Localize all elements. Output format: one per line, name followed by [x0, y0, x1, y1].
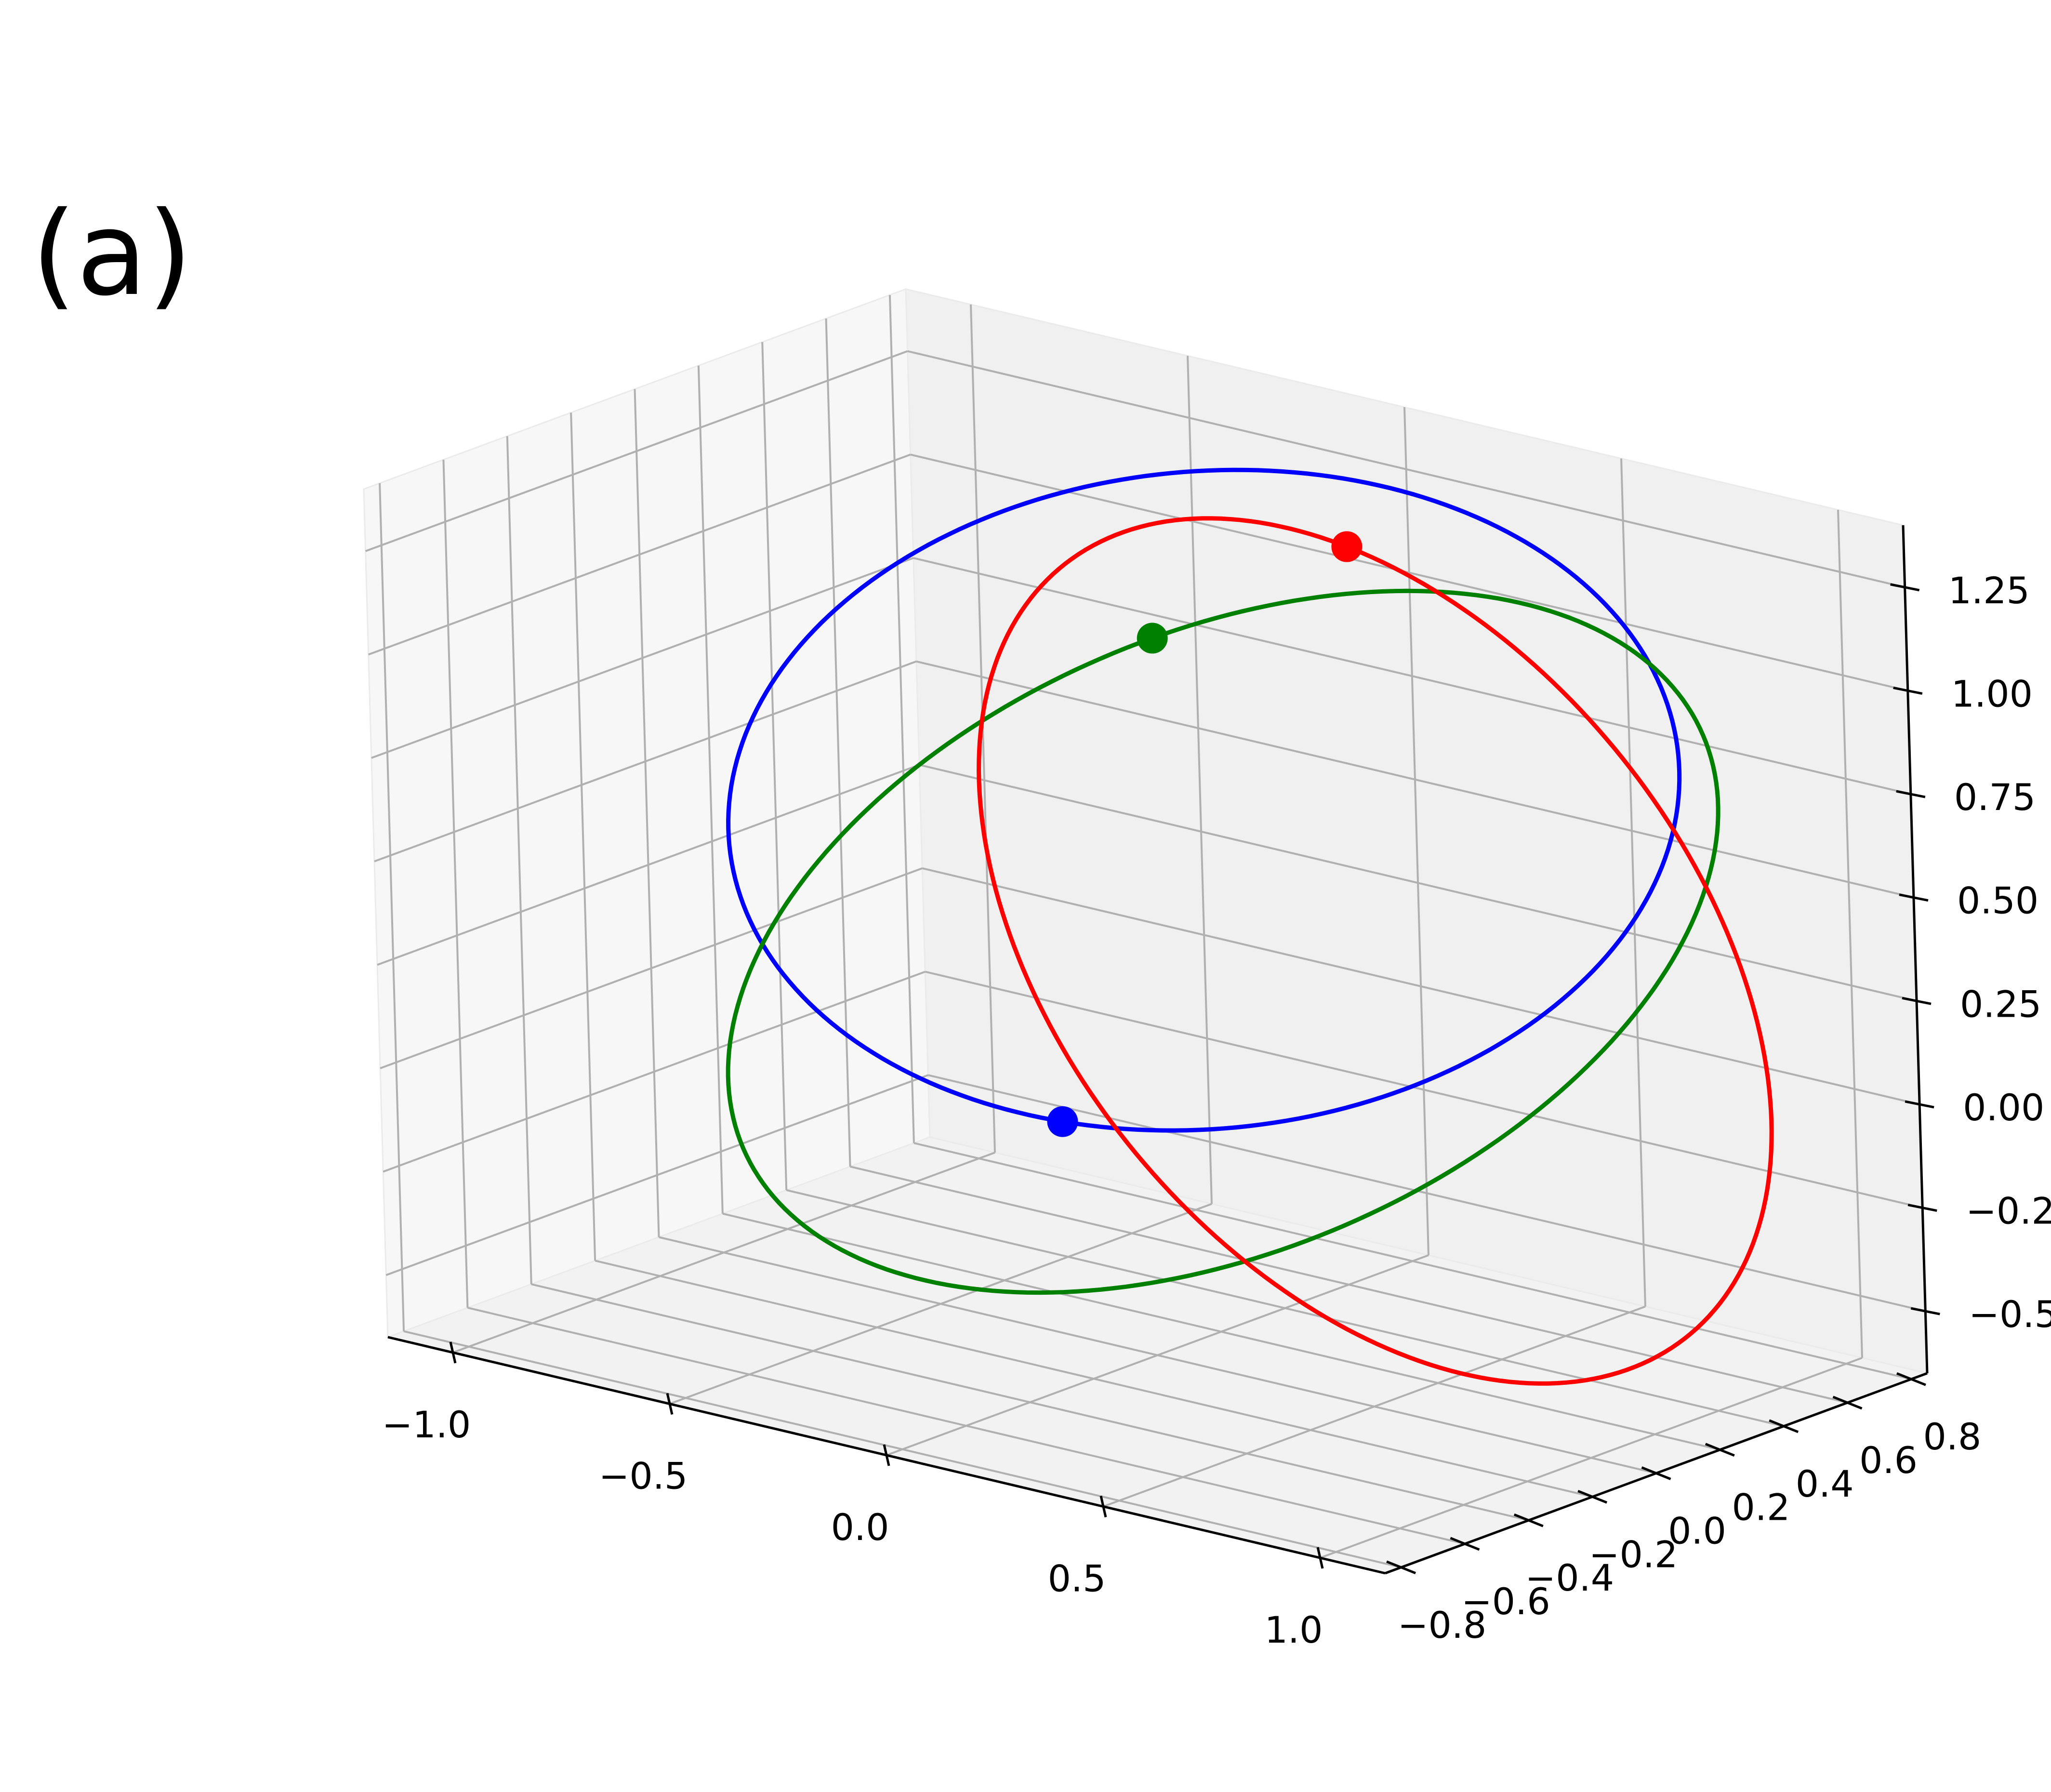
grid-line-y	[697, 365, 724, 1214]
grid-line-z	[919, 764, 1917, 1002]
y-tick-mark	[1641, 1466, 1671, 1480]
z-tick-mark	[1910, 1307, 1940, 1315]
grid-line-y	[722, 1212, 1720, 1451]
y-tick-label: −0.2	[1589, 1533, 1678, 1576]
grid-line-y	[403, 1330, 1402, 1568]
grid-line-y	[634, 389, 660, 1237]
y-tick-mark	[1513, 1513, 1544, 1527]
grid-line-z	[380, 867, 923, 1069]
z-tick-mark	[1907, 1204, 1937, 1212]
orbit-marker-3	[1331, 531, 1363, 562]
y-tick-label: 0.6	[1859, 1439, 1918, 1482]
orbit-marker-2	[1137, 623, 1168, 654]
orbit-series	[726, 467, 1774, 1386]
z-tick-label: 1.00	[1951, 672, 2033, 715]
x-tick-mark	[449, 1341, 457, 1364]
grid-line-x	[1837, 509, 1863, 1358]
orbit-line-1	[726, 467, 1682, 1133]
y-tick-mark	[1577, 1490, 1608, 1504]
x-tick-label: 0.5	[1048, 1557, 1106, 1600]
x-tick-label: 1.0	[1265, 1608, 1323, 1651]
grid-line-y	[850, 1166, 1848, 1404]
z-tick-label: −0.25	[1966, 1190, 2051, 1233]
grid-line-y	[595, 1260, 1593, 1498]
grid-line-x	[1403, 407, 1429, 1256]
grid-line-z	[922, 867, 1920, 1105]
y-tick-label: 0.2	[1732, 1486, 1790, 1529]
x-tick-mark	[883, 1444, 890, 1466]
orbit-marker-1	[1047, 1106, 1078, 1137]
y-tick-label: −0.8	[1398, 1604, 1487, 1646]
grid-line-y	[506, 436, 532, 1285]
grid-line-z	[383, 970, 926, 1173]
axis-ticks: −1.0−0.50.00.51.0 −0.8−0.6−0.4−0.20.00.20…	[382, 569, 2051, 1651]
z-tick-mark	[1899, 893, 1929, 902]
z-tick-label: 0.25	[1960, 982, 2041, 1025]
z-tick-mark	[1902, 996, 1932, 1005]
x-tick-label: 0.0	[831, 1506, 889, 1549]
orbit-line-3	[977, 516, 1774, 1386]
y-tick-mark	[1896, 1372, 1926, 1386]
y-tick-mark	[1769, 1419, 1799, 1434]
grid-line-z	[907, 350, 1905, 588]
axis-panes	[363, 288, 1930, 1574]
grid-line-y	[442, 459, 469, 1308]
grid-line-z	[377, 764, 920, 966]
x-tick-label: −1.0	[382, 1403, 471, 1446]
z-tick-mark	[1905, 1100, 1934, 1109]
grid-line-z	[385, 1074, 929, 1276]
x-tick-mark	[1316, 1547, 1324, 1569]
z-tick-label: −0.50	[1969, 1293, 2051, 1336]
grid-line-y	[379, 483, 405, 1331]
z-tick-label: 1.25	[1948, 569, 2030, 612]
y-tick-label: −0.6	[1461, 1580, 1550, 1623]
grid-line-z	[925, 970, 1923, 1209]
grid-line-y	[570, 412, 596, 1261]
z-tick-mark	[1890, 583, 1920, 592]
grid-line-y	[659, 1236, 1656, 1474]
grid-line-y	[531, 1283, 1529, 1522]
y-tick-label: 0.4	[1796, 1462, 1854, 1505]
grid-line-y	[761, 342, 788, 1190]
panel-label: (a)	[31, 186, 192, 321]
y-tick-label: −0.4	[1525, 1556, 1614, 1599]
z-tick-mark	[1896, 790, 1926, 798]
y-tick-label: 0.0	[1668, 1509, 1726, 1552]
grid-line-z	[927, 1074, 1926, 1313]
grid-line-y	[825, 318, 851, 1167]
grid-line-z	[374, 660, 917, 863]
grid-line-y	[467, 1307, 1465, 1545]
z-tick-label: 0.75	[1954, 776, 2036, 819]
grid-line-z	[368, 453, 911, 656]
grid-lines	[365, 295, 1926, 1568]
grid-line-z	[916, 660, 1914, 899]
z-tick-label: 0.00	[1963, 1086, 2044, 1129]
orbit-line-2	[726, 588, 1720, 1295]
grid-line-x	[1187, 356, 1213, 1204]
y-tick-mark	[1386, 1560, 1416, 1575]
grid-line-y	[913, 1142, 1912, 1381]
grid-line-z	[913, 557, 1911, 795]
z-axis-line	[1902, 525, 1929, 1374]
grid-line-z	[910, 453, 1908, 692]
y-tick-label: 0.8	[1923, 1415, 1981, 1458]
grid-line-z	[365, 350, 908, 552]
grid-line-x	[1620, 458, 1646, 1307]
grid-line-z	[371, 557, 914, 759]
z-tick-label: 0.50	[1957, 879, 2038, 922]
y-tick-mark	[1450, 1537, 1480, 1551]
x-tick-mark	[1099, 1495, 1107, 1518]
grid-line-y	[888, 295, 915, 1143]
x-tick-label: −0.5	[599, 1454, 688, 1497]
x-tick-mark	[666, 1393, 674, 1415]
grid-line-y	[786, 1189, 1784, 1427]
y-tick-mark	[1832, 1395, 1863, 1410]
y-tick-mark	[1705, 1443, 1735, 1457]
z-tick-mark	[1893, 686, 1923, 695]
